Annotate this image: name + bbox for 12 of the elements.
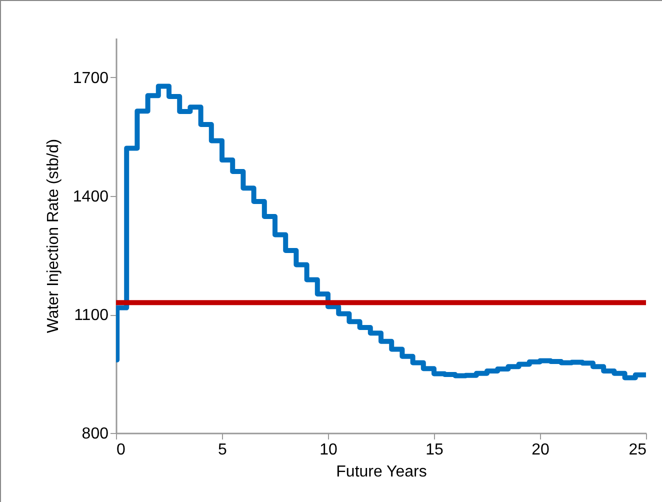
- x-tick-label: 25: [628, 442, 647, 458]
- x-tick-label: 20: [532, 442, 550, 458]
- y-tick-label: 1700: [72, 70, 109, 87]
- y-tick-label: 800: [82, 426, 109, 442]
- y-tick-label: 1400: [72, 188, 109, 206]
- x-tick-label: 15: [426, 442, 444, 458]
- x-axis-title: Future Years: [336, 464, 427, 480]
- x-tick-label: 0: [116, 442, 126, 458]
- x-tick-label: 10: [320, 442, 338, 458]
- y-axis-title: Water Injection Rate (stb/d): [44, 138, 62, 334]
- x-tick-label: 5: [218, 442, 228, 458]
- y-tick-label: 1100: [74, 307, 109, 324]
